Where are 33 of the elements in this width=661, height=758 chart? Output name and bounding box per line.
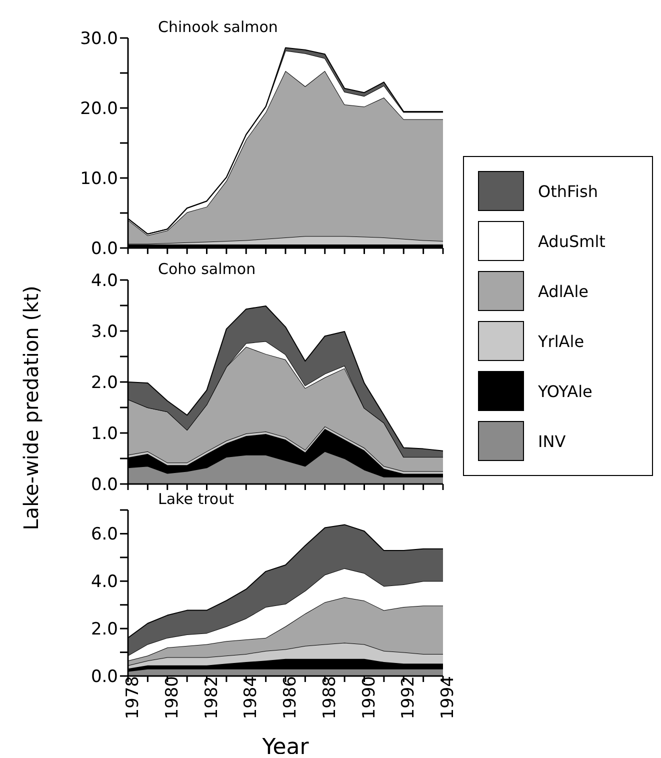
y-tick-label: 20.0 <box>80 99 118 120</box>
chart-title: Lake trout <box>158 490 234 508</box>
x-tick-label: 1982 <box>202 676 222 720</box>
y-tick-label: 2.0 <box>90 373 118 394</box>
x-axis-title: Year <box>261 735 310 758</box>
y-tick-label: 1.0 <box>90 424 118 444</box>
text: AduSmlt <box>538 232 606 250</box>
y-tick-label: 0.0 <box>90 239 118 260</box>
y-axis-title: Lake-wide predation (kt) <box>19 286 43 530</box>
x-tick-label: 1988 <box>320 676 340 720</box>
y-tick-label: 6.0 <box>90 524 118 545</box>
text: YOYAle <box>538 382 592 400</box>
y-tick-label: 10.0 <box>80 169 118 190</box>
x-tick-label: 1978 <box>123 676 144 720</box>
y-tick-label: 2.0 <box>90 620 118 640</box>
y-tick-label: 0.0 <box>90 475 118 496</box>
text: YrlAle <box>538 332 584 350</box>
x-tick-label: 1994 <box>438 676 458 720</box>
x-tick-label: 1990 <box>359 676 380 720</box>
chart-title: Coho salmon <box>158 260 256 278</box>
y-tick-label: 3.0 <box>90 322 118 342</box>
x-tick-label: 1986 <box>280 676 301 720</box>
y-tick-label: 30.0 <box>80 29 118 50</box>
x-tick-label: 1992 <box>398 676 419 720</box>
text: INV <box>538 432 566 450</box>
chart-title: Chinook salmon <box>158 18 278 36</box>
y-tick-label: 4.0 <box>90 572 118 592</box>
text: OthFish <box>538 182 598 200</box>
x-tick-label: 1980 <box>162 676 182 720</box>
text: AdlAle <box>538 282 588 300</box>
y-tick-label: 4.0 <box>90 271 118 292</box>
x-tick-label: 1984 <box>241 676 262 720</box>
y-tick-label: 0.0 <box>90 667 118 688</box>
